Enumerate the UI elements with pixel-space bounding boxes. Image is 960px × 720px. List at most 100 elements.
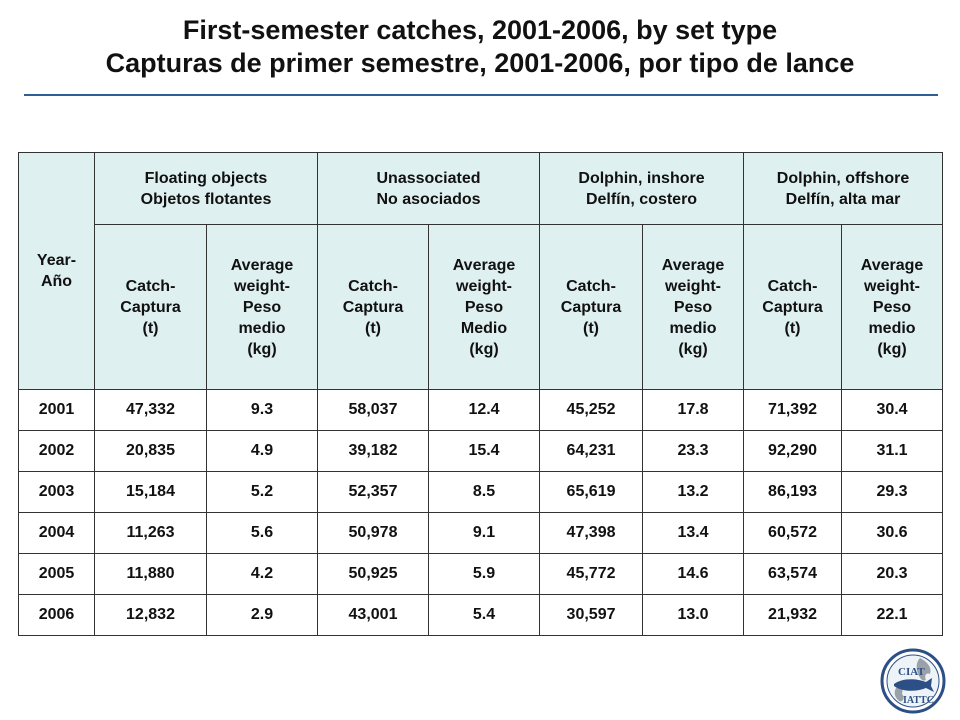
sub-header-line: Captura (560, 298, 622, 316)
group-header-es: Delfín, alta mar (785, 190, 901, 208)
average-weight-header: Average weight- Peso medio (kg) (841, 224, 944, 390)
title-spanish: Capturas de primer semestre, 2001-2006, … (105, 48, 855, 78)
table-row: 2002 20,835 4.9 39,182 15.4 64,231 23.3 92,290 3… (18, 430, 944, 472)
sub-header-line: Catch- (566, 277, 616, 295)
title-underline (24, 94, 938, 96)
sub-header-line: (kg) (678, 340, 708, 358)
value-cell: 71,392 (743, 389, 843, 431)
value-cell: 92,290 (743, 430, 843, 472)
group-header-unassociated: Unassociated No asociados (316, 152, 541, 225)
value-cell: 22.1 (841, 594, 944, 636)
sub-header-line: (t) (365, 319, 381, 337)
value-cell: 43,001 (317, 594, 429, 636)
sub-header-line: Peso (872, 298, 912, 316)
table-row: 2001 47,332 9.3 58,037 12.4 45,252 17.8 71,392 3… (18, 389, 944, 431)
catch-header: Catch- Captura (t) (317, 224, 429, 390)
slide-title: First-semester catches, 2001-2006, by se… (0, 14, 960, 80)
value-cell: 12,832 (94, 594, 207, 636)
sub-header-line: weight- (234, 277, 290, 295)
value-cell: 31.1 (841, 430, 944, 472)
year-cell: 2005 (18, 553, 95, 595)
value-cell: 86,193 (743, 471, 843, 513)
value-cell: 20,835 (94, 430, 207, 472)
value-cell: 47,332 (94, 389, 207, 431)
group-header-floating-objects: Floating objects Objetos flotantes (94, 152, 318, 225)
sub-header-row: Catch- Captura (t) Average weight- Peso medio (… (19, 224, 944, 390)
sub-header-line: Peso (673, 298, 713, 316)
value-cell: 15,184 (94, 471, 207, 513)
value-cell: 39,182 (317, 430, 429, 472)
value-cell: 50,925 (317, 553, 429, 595)
table-row: 2006 12,832 2.9 43,001 5.4 30,597 13.0 21,932 22… (18, 594, 944, 636)
value-cell: 60,572 (743, 512, 843, 554)
value-cell: 20.3 (841, 553, 944, 595)
group-header-en: Floating objects (144, 169, 268, 187)
table-row: 2003 15,184 5.2 52,357 8.5 65,619 13.2 86,193 29… (18, 471, 944, 513)
sub-header-line: (kg) (469, 340, 499, 358)
value-cell: 12.4 (427, 389, 541, 431)
value-cell: 9.3 (206, 389, 318, 431)
title-english: First-semester catches, 2001-2006, by se… (182, 15, 778, 45)
logo-text-iattc: IATTC (903, 695, 934, 706)
value-cell: 45,252 (539, 389, 644, 431)
catch-table: Year- Año Floating objects Objetos flota… (18, 152, 944, 636)
value-cell: 64,231 (539, 430, 644, 472)
average-weight-header: Average weight- Peso Medio (kg) (427, 224, 541, 390)
sub-header-line: Catch- (767, 277, 818, 295)
value-cell: 2.9 (206, 594, 318, 636)
sub-header-line: Captura (120, 298, 181, 316)
value-cell: 45,772 (539, 553, 644, 595)
table-row: 2005 11,880 4.2 50,925 5.9 45,772 14.6 63,574 20… (18, 553, 944, 595)
group-header-es: Objetos flotantes (140, 190, 272, 208)
catch-header: Catch- Captura (t) (743, 224, 843, 390)
sub-header-line: Catch- (348, 277, 398, 295)
group-header-es: No asociados (376, 190, 481, 208)
sub-header-line: Peso (242, 298, 282, 316)
sub-header-line: weight- (456, 277, 512, 295)
iattc-logo: CIAT IATTC (880, 648, 946, 714)
value-cell: 5.4 (427, 594, 541, 636)
average-weight-header: Average weight- Peso medio (kg) (642, 224, 745, 390)
value-cell: 30.6 (841, 512, 944, 554)
value-cell: 11,880 (94, 553, 207, 595)
sub-header-line: Average (452, 256, 516, 274)
sub-header-line: (kg) (877, 340, 907, 358)
value-cell: 5.9 (427, 553, 541, 595)
year-header: Year- Año (18, 152, 95, 390)
year-header-es: Año (40, 273, 73, 290)
sub-header-line: Peso (464, 298, 504, 316)
value-cell: 13.0 (642, 594, 745, 636)
group-header-en: Unassociated (376, 169, 481, 187)
sub-header-line: Medio (460, 319, 508, 337)
group-header-es: Delfín, costero (585, 190, 698, 208)
sub-header-line: (t) (142, 319, 159, 337)
year-header-en: Year- (36, 252, 77, 269)
year-cell: 2002 (18, 430, 95, 472)
sub-header-line: Average (860, 256, 924, 274)
value-cell: 30.4 (841, 389, 944, 431)
sub-header-line: (t) (583, 319, 599, 337)
sub-header-line: (kg) (247, 340, 277, 358)
group-header-dolphin-offshore: Dolphin, offshore Delfín, alta mar (743, 152, 944, 225)
value-cell: 63,574 (743, 553, 843, 595)
average-weight-header: Average weight- Peso medio (kg) (206, 224, 318, 390)
table-row: 2004 11,263 5.6 50,978 9.1 47,398 13.4 60,572 30… (18, 512, 944, 554)
sub-header-line: weight- (665, 277, 722, 295)
sub-header-line: Catch- (125, 277, 176, 295)
value-cell: 17.8 (642, 389, 745, 431)
year-cell: 2004 (18, 512, 95, 554)
year-cell: 2001 (18, 389, 95, 431)
group-header-en: Dolphin, offshore (776, 169, 910, 187)
sub-header-line: medio (669, 319, 717, 337)
value-cell: 52,357 (317, 471, 429, 513)
group-header-en: Dolphin, inshore (578, 169, 705, 187)
sub-header-line: Average (661, 256, 725, 274)
group-header-dolphin-inshore: Dolphin, inshore Delfín, costero (539, 152, 745, 225)
sub-header-line: Captura (762, 298, 823, 316)
value-cell: 4.2 (206, 553, 318, 595)
value-cell: 13.4 (642, 512, 745, 554)
catch-header: Catch- Captura (t) (94, 224, 207, 390)
value-cell: 9.1 (427, 512, 541, 554)
sub-header-line: medio (868, 319, 916, 337)
year-cell: 2006 (18, 594, 95, 636)
